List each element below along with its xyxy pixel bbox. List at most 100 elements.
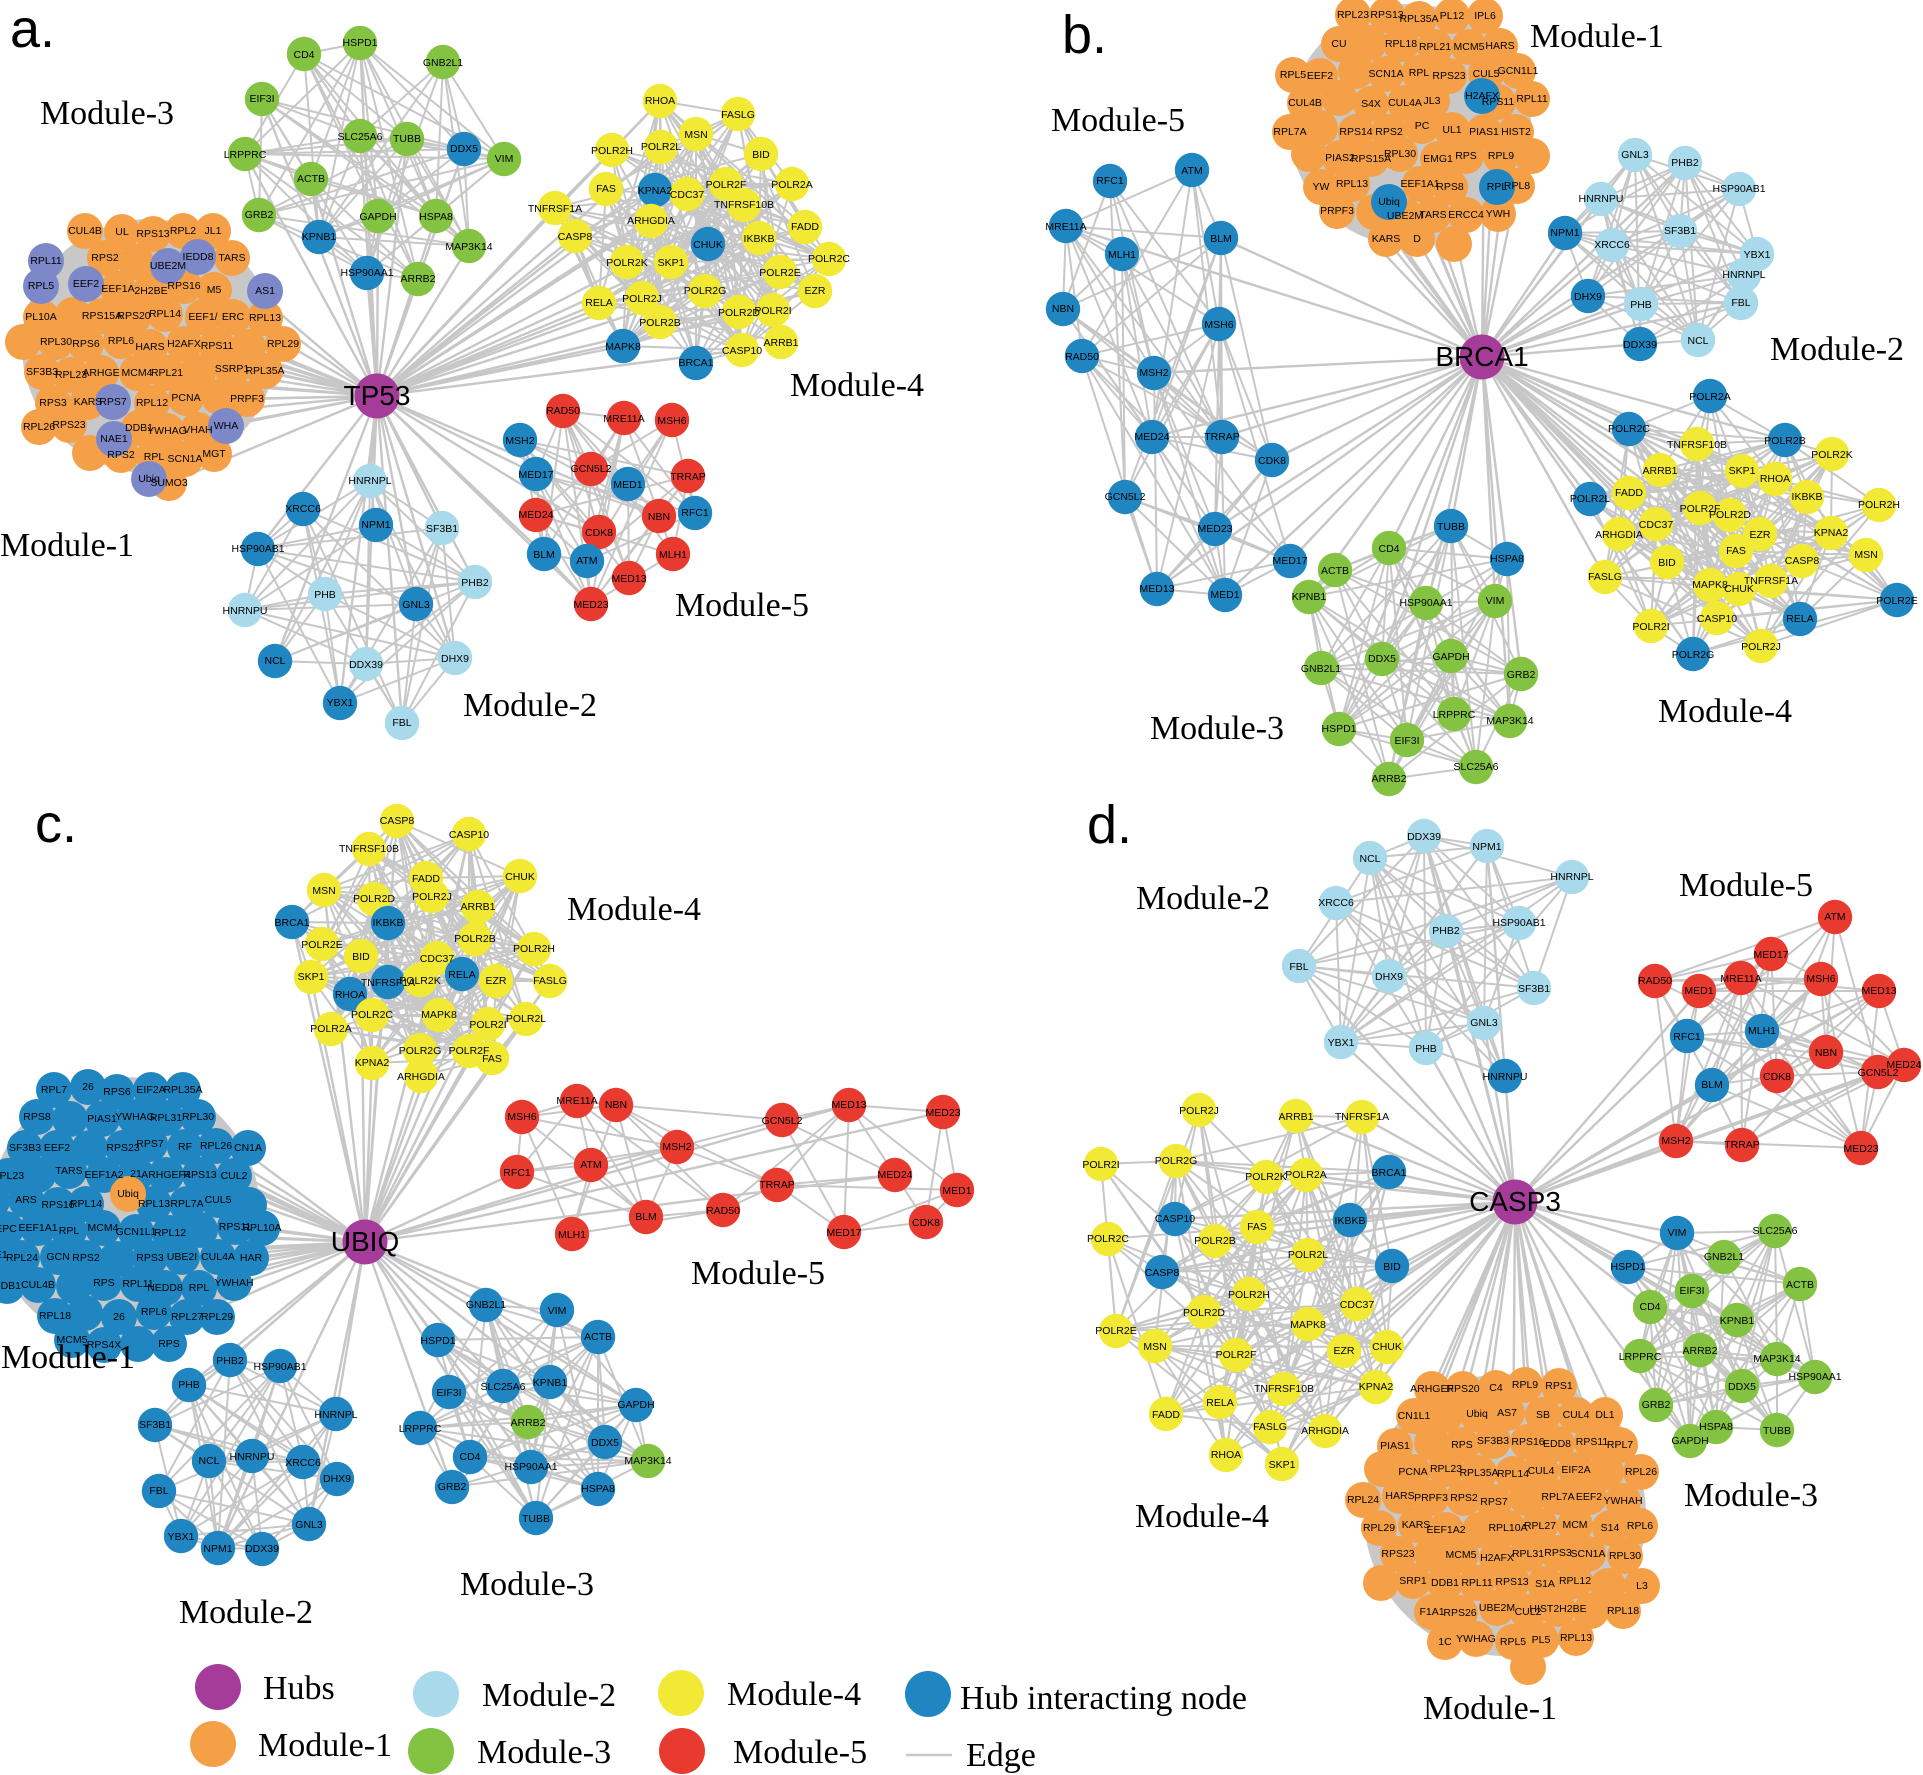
svg-text:RPL30: RPL30 bbox=[1609, 1550, 1641, 1562]
svg-text:MED24: MED24 bbox=[1886, 1059, 1921, 1071]
svg-text:RELA: RELA bbox=[1206, 1397, 1233, 1409]
svg-text:RPL31: RPL31 bbox=[150, 1112, 182, 1124]
svg-text:SLC25A6: SLC25A6 bbox=[1753, 1225, 1798, 1237]
svg-text:RAD50: RAD50 bbox=[546, 405, 580, 417]
svg-text:IKBKB: IKBKB bbox=[1792, 491, 1823, 503]
svg-text:EPC: EPC bbox=[0, 1223, 17, 1235]
svg-text:DDX39: DDX39 bbox=[1407, 831, 1441, 843]
svg-text:POLR2B: POLR2B bbox=[639, 317, 680, 329]
svg-text:ARRB1: ARRB1 bbox=[460, 901, 495, 913]
svg-text:Ubiq: Ubiq bbox=[117, 1188, 139, 1200]
svg-text:EEF2: EEF2 bbox=[44, 1142, 70, 1154]
svg-text:Module-3: Module-3 bbox=[477, 1734, 611, 1771]
svg-text:Ubiq: Ubiq bbox=[1378, 196, 1400, 208]
svg-text:POLR2G: POLR2G bbox=[399, 1045, 442, 1057]
svg-text:MAPK8: MAPK8 bbox=[605, 341, 641, 353]
svg-text:POLR2B: POLR2B bbox=[1194, 1235, 1235, 1247]
svg-text:MSN: MSN bbox=[684, 129, 707, 141]
svg-text:RPL23: RPL23 bbox=[55, 369, 87, 381]
svg-text:MED13: MED13 bbox=[1139, 583, 1174, 595]
svg-text:IKBKB: IKBKB bbox=[373, 917, 404, 929]
svg-text:D: D bbox=[1413, 233, 1421, 245]
svg-text:CDK8: CDK8 bbox=[1258, 455, 1286, 467]
svg-text:Module-4: Module-4 bbox=[727, 1676, 861, 1713]
svg-text:PHB: PHB bbox=[1630, 299, 1652, 311]
svg-text:MED23: MED23 bbox=[1843, 1143, 1878, 1155]
svg-text:RPS14: RPS14 bbox=[1339, 126, 1372, 138]
svg-text:RPS: RPS bbox=[158, 1338, 180, 1350]
svg-text:ARRB1: ARRB1 bbox=[1642, 465, 1677, 477]
svg-text:ARRB2: ARRB2 bbox=[1371, 773, 1406, 785]
svg-text:d.: d. bbox=[1087, 795, 1132, 855]
svg-text:Module-3: Module-3 bbox=[1150, 710, 1284, 747]
svg-text:EDD8: EDD8 bbox=[1543, 1438, 1571, 1450]
svg-text:MRE11A: MRE11A bbox=[1720, 973, 1761, 985]
svg-text:EEF1A: EEF1A bbox=[101, 283, 134, 295]
svg-text:PCNA: PCNA bbox=[1398, 1466, 1427, 1478]
svg-text:SCN1A: SCN1A bbox=[1368, 68, 1403, 80]
svg-text:Module-1: Module-1 bbox=[0, 527, 134, 564]
svg-text:NCL: NCL bbox=[1687, 335, 1708, 347]
svg-text:CDK8: CDK8 bbox=[1763, 1071, 1791, 1083]
svg-text:NCL: NCL bbox=[198, 1455, 219, 1467]
svg-text:POLR2H: POLR2H bbox=[591, 145, 633, 157]
svg-text:NAE1: NAE1 bbox=[0, 1249, 8, 1261]
svg-text:POLR2F: POLR2F bbox=[706, 179, 747, 191]
svg-text:BLM: BLM bbox=[1701, 1079, 1723, 1091]
svg-text:RPL12: RPL12 bbox=[1559, 1575, 1591, 1587]
svg-text:UBE2M: UBE2M bbox=[150, 260, 186, 272]
svg-text:POLR2A: POLR2A bbox=[1285, 1169, 1326, 1181]
svg-text:RPS2: RPS2 bbox=[72, 1252, 100, 1264]
svg-text:RPL13: RPL13 bbox=[1560, 1632, 1592, 1644]
svg-text:Module-5: Module-5 bbox=[1051, 102, 1185, 139]
svg-text:DDX39: DDX39 bbox=[245, 1543, 279, 1555]
svg-text:RPL26: RPL26 bbox=[1625, 1466, 1657, 1478]
svg-text:C4: C4 bbox=[1489, 1382, 1503, 1394]
svg-text:RPL31: RPL31 bbox=[1512, 1548, 1544, 1560]
svg-text:PHB2: PHB2 bbox=[1671, 157, 1699, 169]
svg-text:POLR2J: POLR2J bbox=[622, 293, 662, 305]
svg-text:CD4: CD4 bbox=[1378, 543, 1399, 555]
svg-text:DDX39: DDX39 bbox=[1623, 339, 1657, 351]
svg-text:GRB2: GRB2 bbox=[1507, 669, 1536, 681]
svg-text:RHOA: RHOA bbox=[1760, 473, 1790, 485]
svg-text:FADD: FADD bbox=[791, 221, 819, 233]
svg-text:CUL5: CUL5 bbox=[1473, 68, 1500, 80]
svg-text:HNRNPU: HNRNPU bbox=[1579, 193, 1624, 205]
svg-text:MED1: MED1 bbox=[1684, 985, 1713, 997]
svg-text:MRE11A: MRE11A bbox=[1045, 221, 1086, 233]
svg-text:VIM: VIM bbox=[1486, 595, 1505, 607]
svg-text:LRPPRC: LRPPRC bbox=[399, 1423, 442, 1435]
svg-text:RPL35A: RPL35A bbox=[1399, 13, 1438, 25]
svg-text:F1A1: F1A1 bbox=[1419, 1606, 1444, 1618]
svg-text:DDX39: DDX39 bbox=[349, 659, 383, 671]
svg-text:EIF2A: EIF2A bbox=[1561, 1464, 1590, 1476]
svg-text:EEF2: EEF2 bbox=[1307, 70, 1333, 82]
svg-text:GRB2: GRB2 bbox=[1642, 1399, 1671, 1411]
svg-text:RPL14: RPL14 bbox=[149, 308, 181, 320]
svg-text:MED24: MED24 bbox=[518, 509, 553, 521]
svg-text:CASP8: CASP8 bbox=[558, 231, 593, 243]
svg-text:ACTB: ACTB bbox=[1321, 565, 1349, 577]
svg-text:POLR2J: POLR2J bbox=[1741, 641, 1781, 653]
svg-text:POLR2D: POLR2D bbox=[718, 307, 760, 319]
svg-text:SLC25A6: SLC25A6 bbox=[481, 1381, 526, 1393]
svg-text:YBX1: YBX1 bbox=[327, 697, 354, 709]
svg-text:FAS: FAS bbox=[596, 183, 616, 195]
svg-text:SLC25A6: SLC25A6 bbox=[338, 131, 383, 143]
svg-text:MSH6: MSH6 bbox=[1806, 973, 1835, 985]
svg-text:EEF2: EEF2 bbox=[73, 278, 99, 290]
svg-text:MLH1: MLH1 bbox=[1108, 249, 1136, 261]
svg-text:FASLG: FASLG bbox=[1253, 1421, 1287, 1433]
svg-text:EIF3I: EIF3I bbox=[1394, 735, 1419, 747]
svg-text:POLR2L: POLR2L bbox=[1570, 493, 1610, 505]
svg-text:EZR: EZR bbox=[486, 975, 507, 987]
svg-text:POLR2K: POLR2K bbox=[1811, 449, 1852, 461]
svg-text:MED13: MED13 bbox=[611, 573, 646, 585]
svg-text:ARRB2: ARRB2 bbox=[1682, 1345, 1717, 1357]
svg-text:PIAS2: PIAS2 bbox=[1325, 152, 1355, 164]
svg-text:GRB2: GRB2 bbox=[245, 209, 274, 221]
svg-text:POLR2H: POLR2H bbox=[1858, 499, 1900, 511]
svg-text:NPM1: NPM1 bbox=[361, 519, 390, 531]
svg-text:HSP90AB1: HSP90AB1 bbox=[1492, 917, 1545, 929]
